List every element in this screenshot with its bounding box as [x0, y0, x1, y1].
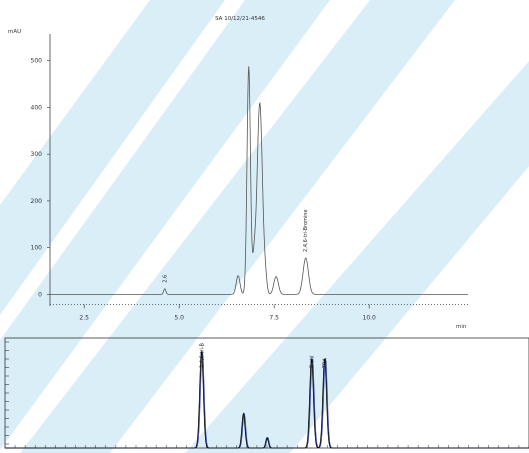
chart-1-peak-label: 2.6 [162, 275, 168, 283]
chart-2-trace [5, 351, 529, 449]
watermark-stripe [185, 61, 529, 453]
watermark-stripe [0, 0, 225, 315]
chart-1-x-tick-label: 5.0 [174, 314, 184, 321]
chart-1-y-tick-label: 300 [31, 151, 43, 158]
chart-2-peak-label: TBA [323, 358, 329, 369]
chart-1-plot: 0 100 200 300 400 500 2.5 5.0 7.5 10.0 2.6 2,4,6-tr… [31, 34, 468, 321]
chart-1-x-tick-label: 2.5 [79, 314, 89, 321]
watermark-stripe [20, 0, 455, 453]
chart-1-title: SA 10/12/21-4546 [215, 16, 265, 22]
chart-1-y-tick-label: 100 [31, 245, 43, 252]
chart-1-x-tick-label: 10.0 [363, 314, 377, 321]
chart-1-y-axis-label: mAU [8, 29, 21, 35]
chart-1-y-tick-label: 200 [31, 198, 43, 205]
chart-1-y-tick-label: 400 [31, 104, 43, 111]
chart-1-y-tick-label: 0 [38, 291, 42, 298]
chart-1-trace [50, 66, 468, 295]
chart-1-x-tick-label: 7.5 [269, 314, 279, 321]
chart-1-x-axis-label: min [456, 324, 467, 330]
chart-2-peak-label: 2,4,6-tri-B [200, 342, 206, 368]
chart-1-peak-label: 2,4,6-tri-Bromine [303, 209, 309, 252]
chart-2-peak-label: B-chl [310, 355, 316, 368]
chart-1-y-tick-label: 500 [31, 58, 43, 65]
chart-2-plot: 2,4,6-tri-B B-chl TBA [4, 337, 529, 449]
